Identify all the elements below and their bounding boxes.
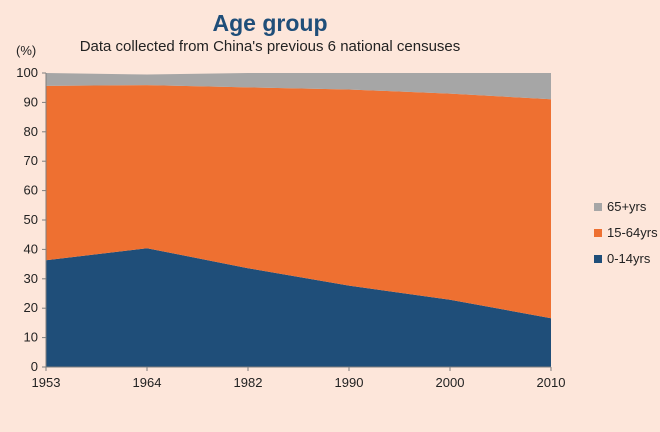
x-axis-ticks: 1953 1964 1982 1990 2000 2010 <box>32 367 566 390</box>
y-tick-label: 10 <box>24 330 38 345</box>
y-tick-label: 20 <box>24 300 38 315</box>
chart-title: Age group <box>213 10 328 36</box>
x-tick-label: 1982 <box>234 375 263 390</box>
y-tick-label: 90 <box>24 94 38 109</box>
x-tick-label: 1964 <box>133 375 162 390</box>
legend-label: 65+yrs <box>607 199 647 214</box>
legend-swatch <box>594 255 602 263</box>
y-tick-label: 40 <box>24 241 38 256</box>
x-tick-label: 2010 <box>537 375 566 390</box>
y-tick-label: 60 <box>24 183 38 198</box>
y-tick-label: 50 <box>24 212 38 227</box>
area-65plusyrs <box>46 73 551 100</box>
area-series-group <box>46 73 551 367</box>
y-tick-label: 0 <box>31 359 38 374</box>
x-tick-label: 1990 <box>335 375 364 390</box>
legend: 65+yrs 15-64yrs 0-14yrs <box>594 199 658 266</box>
legend-label: 15-64yrs <box>607 225 658 240</box>
y-axis-label: (%) <box>16 43 36 58</box>
x-tick-label: 1953 <box>32 375 61 390</box>
chart-subtitle: Data collected from China's previous 6 n… <box>80 38 461 55</box>
y-tick-label: 80 <box>24 124 38 139</box>
y-axis-ticks: 0 10 20 30 40 50 60 70 80 90 100 <box>16 65 46 374</box>
x-tick-label: 2000 <box>436 375 465 390</box>
legend-label: 0-14yrs <box>607 251 651 266</box>
y-tick-label: 70 <box>24 153 38 168</box>
area-0-14yrs <box>46 248 551 367</box>
y-tick-label: 30 <box>24 271 38 286</box>
area-15-64yrs <box>46 85 551 319</box>
legend-swatch <box>594 203 602 211</box>
legend-swatch <box>594 229 602 237</box>
y-tick-label: 100 <box>16 65 38 80</box>
